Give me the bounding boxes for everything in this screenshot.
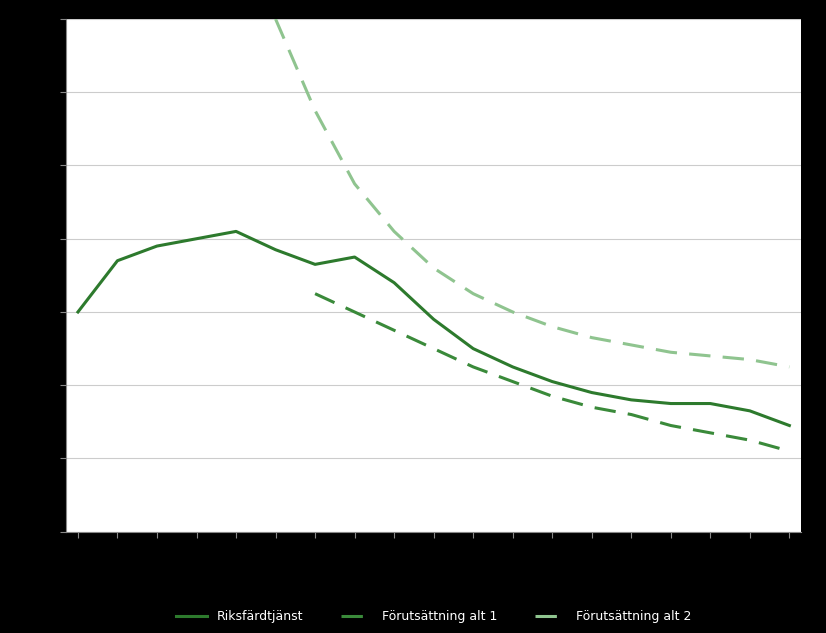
Legend: Riksfärdtjänst, Förutsättning alt 1, Förutsättning alt 2: Riksfärdtjänst, Förutsättning alt 1, För… <box>171 605 696 628</box>
